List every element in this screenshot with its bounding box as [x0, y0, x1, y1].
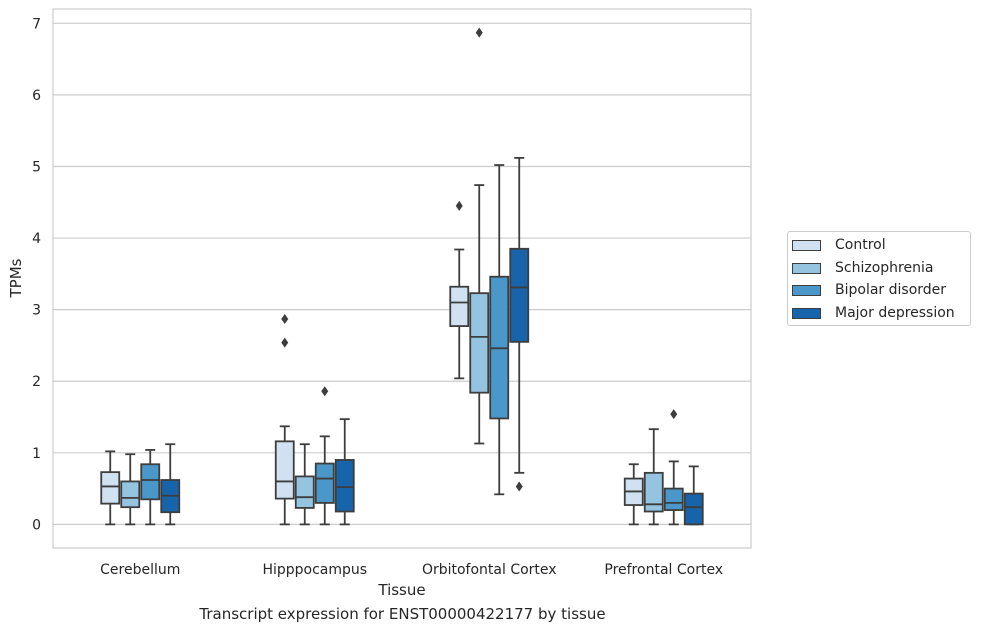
- y-tick-label-5: 5: [32, 159, 41, 175]
- x-tick-label-orbitofontal-cortex: Orbitofontal Cortex: [422, 562, 557, 578]
- box-cerebellum-control-iqr-box: [100, 471, 121, 505]
- legend-item-schizophrenia: Schizophrenia: [792, 258, 933, 278]
- legend-swatch-bipolar-disorder: [792, 284, 821, 296]
- box-cerebellum-bipolar-disorder: [140, 449, 161, 526]
- box-hipppocampus-schizophrenia: [294, 443, 315, 526]
- box-cerebellum-schizophrenia: [120, 453, 141, 526]
- legend: Control Schizophrenia Bipolar disorder M…: [787, 231, 971, 326]
- box-orbitofontal-cortex-major-depression: [509, 156, 530, 492]
- box-orbitofontal-cortex-schizophrenia-outlier-0: [475, 27, 483, 38]
- box-hipppocampus-control-iqr-box: [274, 440, 295, 500]
- legend-swatch-schizophrenia: [792, 262, 821, 274]
- box-prefrontal-cortex-major-depression: [683, 465, 704, 526]
- box-orbitofontal-cortex-control-iqr-box: [449, 285, 470, 328]
- box-orbitofontal-cortex-major-depression-iqr-box: [509, 247, 530, 343]
- legend-label-control: Control: [835, 237, 886, 253]
- y-tick-label-4: 4: [32, 231, 41, 247]
- box-group-hipppocampus: [274, 313, 355, 526]
- legend-item-bipolar-disorder: Bipolar disorder: [792, 280, 946, 300]
- y-axis-ticks: 0 1 2 3 4 5 6 7: [32, 16, 41, 533]
- x-tick-label-cerebellum: Cerebellum: [100, 562, 180, 578]
- legend-item-major-depression: Major depression: [792, 303, 955, 323]
- box-hipppocampus-major-depression: [334, 418, 355, 526]
- box-orbitofontal-cortex-control-outlier-0: [455, 200, 463, 211]
- plot-area: [52, 8, 752, 549]
- box-prefrontal-cortex-schizophrenia: [643, 428, 664, 526]
- box-orbitofontal-cortex-bipolar-disorder: [489, 164, 510, 496]
- box-groups: [100, 27, 704, 526]
- chart-caption: Transcript expression for ENST0000042217…: [199, 605, 606, 623]
- box-group-prefrontal-cortex: [623, 409, 704, 526]
- y-tick-label-1: 1: [32, 446, 41, 462]
- box-hipppocampus-bipolar-disorder: [314, 386, 335, 526]
- legend-label-schizophrenia: Schizophrenia: [835, 260, 934, 276]
- legend-label-major-depression: Major depression: [835, 305, 955, 321]
- x-tick-label-hipppocampus: Hipppocampus: [262, 562, 367, 578]
- box-prefrontal-cortex-bipolar-disorder-iqr-box: [663, 487, 684, 511]
- box-hipppocampus-major-depression-iqr-box: [334, 459, 355, 513]
- box-prefrontal-cortex-schizophrenia-iqr-box: [643, 471, 664, 513]
- box-prefrontal-cortex-major-depression-iqr-box: [683, 492, 704, 526]
- y-tick-label-0: 0: [32, 517, 41, 533]
- y-tick-label-3: 3: [32, 303, 41, 319]
- x-axis-label: Tissue: [377, 581, 425, 599]
- gridlines: [53, 22, 751, 525]
- box-hipppocampus-bipolar-disorder-outlier-0: [321, 386, 329, 397]
- box-hipppocampus-schizophrenia-iqr-box: [294, 475, 315, 509]
- x-axis-ticks: Cerebellum Hipppocampus Orbitofontal Corte…: [100, 562, 723, 578]
- box-group-orbitofontal-cortex: [449, 27, 530, 496]
- box-group-cerebellum: [100, 443, 181, 526]
- legend-item-control: Control: [792, 235, 886, 255]
- box-hipppocampus-control: [274, 313, 295, 526]
- y-tick-label-6: 6: [32, 88, 41, 104]
- box-orbitofontal-cortex-control: [449, 200, 470, 380]
- box-orbitofontal-cortex-schizophrenia: [469, 27, 490, 445]
- box-cerebellum-schizophrenia-iqr-box: [120, 480, 141, 509]
- y-tick-label-7: 7: [32, 16, 41, 32]
- box-prefrontal-cortex-control: [623, 463, 644, 526]
- box-prefrontal-cortex-bipolar-disorder: [663, 409, 684, 526]
- box-cerebellum-bipolar-disorder-iqr-box: [140, 463, 161, 501]
- legend-label-bipolar-disorder: Bipolar disorder: [835, 282, 947, 298]
- legend-swatch-control: [792, 239, 821, 251]
- box-prefrontal-cortex-bipolar-disorder-outlier-0: [670, 409, 678, 420]
- legend-swatch-major-depression: [792, 307, 821, 319]
- box-orbitofontal-cortex-schizophrenia-iqr-box: [469, 292, 490, 394]
- box-hipppocampus-control-outlier-0: [281, 313, 289, 324]
- box-orbitofontal-cortex-major-depression-outlier-0: [515, 481, 523, 492]
- box-hipppocampus-bipolar-disorder-iqr-box: [314, 462, 335, 504]
- x-tick-label-prefrontal-cortex: Prefrontal Cortex: [604, 562, 723, 578]
- y-tick-label-2: 2: [32, 374, 41, 390]
- box-cerebellum-major-depression: [160, 443, 181, 526]
- box-hipppocampus-control-outlier-1: [281, 337, 289, 348]
- y-axis-label: TPMs: [7, 258, 25, 298]
- box-cerebellum-control: [100, 450, 121, 526]
